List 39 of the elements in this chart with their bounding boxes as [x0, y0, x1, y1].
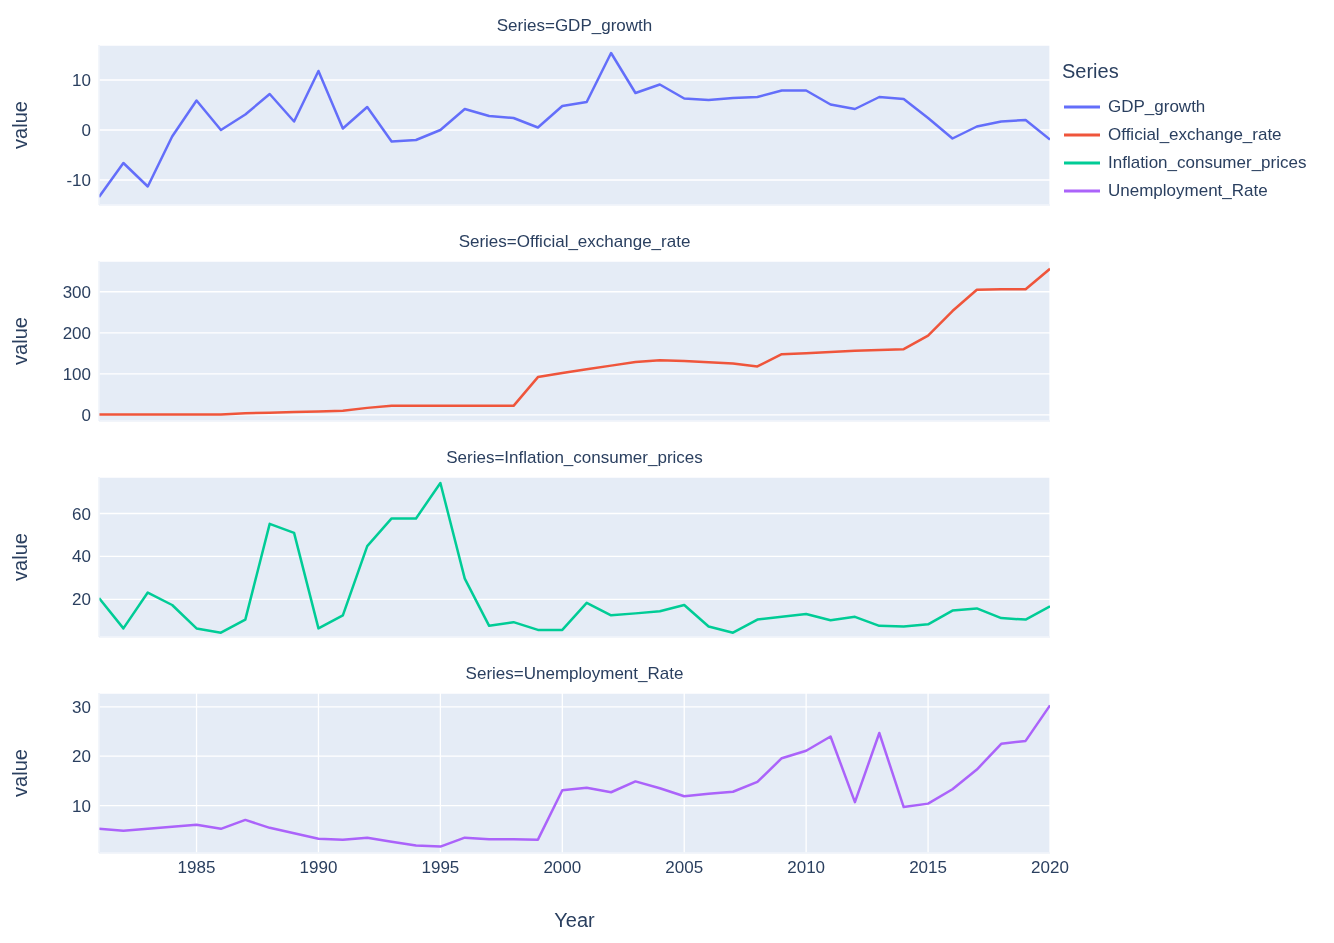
y-axis-title: value — [9, 317, 32, 365]
x-tick-label: 2010 — [787, 858, 826, 878]
y-tick-label: 30 — [72, 697, 91, 717]
x-tick-label: 2005 — [665, 858, 704, 878]
chart-title: Series=Inflation_consumer_prices — [445, 448, 704, 468]
y-tick-label: 60 — [72, 504, 91, 524]
line-series — [99, 704, 1050, 848]
y-tick-label: 200 — [62, 323, 91, 343]
line-series — [99, 267, 1050, 416]
x-tick-label: 2000 — [543, 858, 582, 878]
y-tick-label: 40 — [72, 547, 91, 567]
x-tick-label: 2020 — [1031, 858, 1069, 878]
line-series — [99, 51, 1050, 199]
legend-label: GDP_growth — [1108, 97, 1206, 117]
x-tick-label: 1985 — [177, 858, 216, 878]
legend-label: Unemployment_Rate — [1108, 181, 1268, 201]
y-tick-label: 0 — [81, 405, 91, 425]
legend-label: Inflation_consumer_prices — [1108, 153, 1307, 173]
x-tick-label: 1995 — [421, 858, 460, 878]
chart-title: Series=Official_exchange_rate — [457, 232, 692, 252]
y-tick-label: -10 — [66, 171, 91, 191]
y-tick-label: 10 — [72, 71, 91, 91]
chart-title: Series=GDP_growth — [495, 16, 654, 36]
legend-label: Official_exchange_rate — [1108, 125, 1282, 145]
y-tick-label: 20 — [72, 590, 91, 610]
chart-title: Series=Unemployment_Rate — [464, 664, 685, 684]
y-tick-label: 300 — [62, 282, 91, 302]
y-axis-title: value — [9, 533, 32, 581]
y-axis-title: value — [9, 749, 32, 797]
legend-title: Series — [1062, 60, 1120, 83]
x-axis-title: Year — [554, 909, 596, 931]
x-tick-label: 2015 — [909, 858, 947, 878]
line-series — [99, 481, 1050, 634]
y-tick-label: 10 — [72, 796, 91, 816]
y-tick-label: 20 — [72, 747, 91, 767]
y-tick-label: 100 — [62, 364, 91, 384]
y-axis-title: value — [9, 101, 32, 149]
x-tick-label: 1990 — [299, 858, 338, 878]
y-tick-label: 0 — [81, 121, 91, 141]
